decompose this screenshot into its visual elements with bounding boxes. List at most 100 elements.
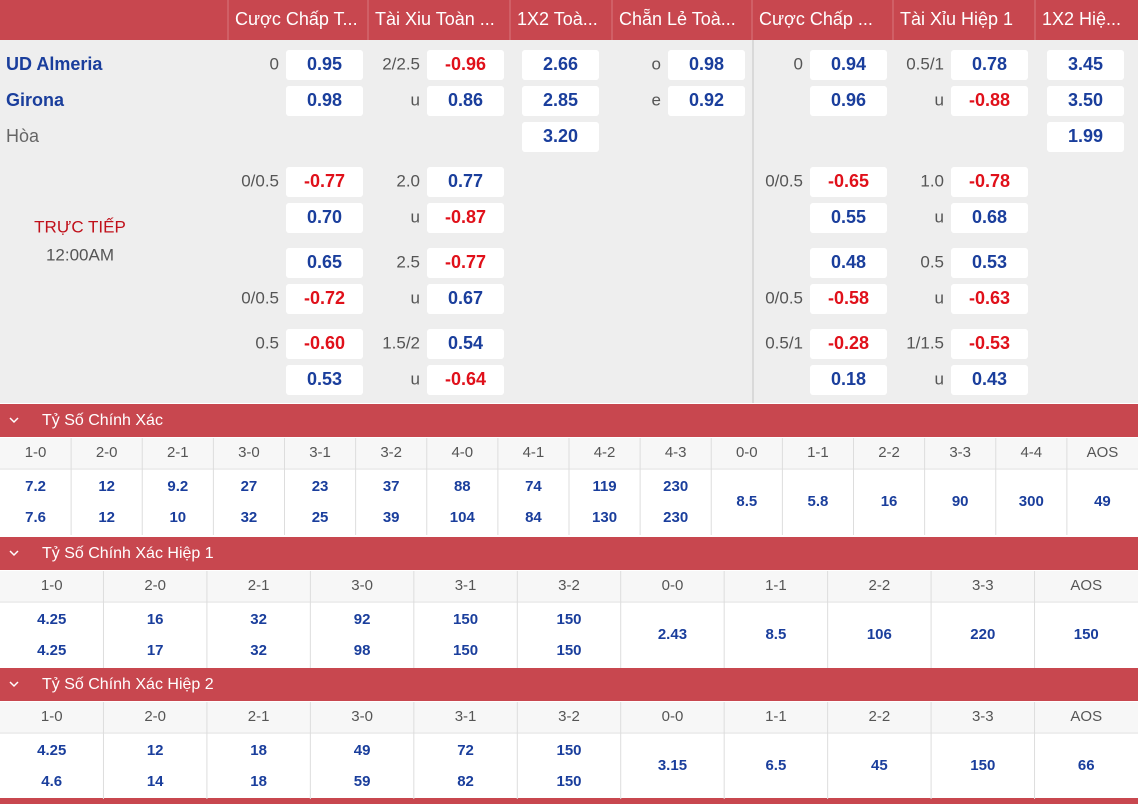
score-odds[interactable]: 150 [970, 757, 995, 774]
chevron[interactable] [9, 417, 19, 424]
odds-value[interactable]: -0.87 [445, 207, 486, 227]
score-odds[interactable]: 4.25 [37, 642, 66, 659]
odds-value[interactable]: -0.64 [445, 369, 486, 389]
odds-box[interactable] [286, 365, 363, 395]
score-odds[interactable]: 88 [454, 478, 471, 495]
odds-value[interactable]: 3.50 [1068, 90, 1103, 110]
score-odds[interactable]: 106 [867, 626, 892, 643]
score-odds[interactable]: 119 [592, 478, 616, 495]
odds-box[interactable] [427, 167, 504, 197]
section-bar[interactable] [0, 404, 1138, 437]
odds-value[interactable]: -0.60 [304, 333, 345, 353]
score-odds[interactable]: 14 [147, 773, 164, 790]
score-odds[interactable]: 49 [354, 742, 371, 759]
odds-value[interactable]: 0.78 [972, 54, 1007, 74]
odds-box[interactable] [951, 284, 1028, 314]
odds-box[interactable] [951, 203, 1028, 233]
odds-value[interactable]: 3.45 [1068, 54, 1103, 74]
score-odds[interactable]: 150 [556, 642, 581, 659]
odds-box[interactable] [810, 50, 887, 80]
score-odds[interactable]: 82 [457, 773, 474, 790]
chevron[interactable] [9, 681, 19, 688]
odds-box[interactable] [668, 50, 745, 80]
score-odds[interactable]: 17 [147, 642, 164, 659]
odds-box[interactable] [810, 248, 887, 278]
score-odds[interactable]: 5.8 [808, 493, 829, 510]
odds-value[interactable]: -0.77 [445, 252, 486, 272]
odds-box[interactable] [427, 365, 504, 395]
odds-value[interactable]: 0.18 [831, 369, 866, 389]
score-odds[interactable]: 230 [663, 478, 688, 495]
score-odds[interactable]: 16 [881, 493, 898, 510]
score-odds[interactable]: 10 [169, 509, 186, 526]
odds-value[interactable]: 0.53 [307, 369, 342, 389]
header-label[interactable]: Chẵn Lẻ Toà... [619, 9, 736, 29]
odds-value[interactable]: -0.96 [445, 54, 486, 74]
score-odds[interactable]: 59 [354, 773, 371, 790]
header-label[interactable]: 1X2 Hiệ... [1042, 9, 1121, 29]
header-label[interactable]: Tài Xỉu Hiệp 1 [900, 9, 1013, 29]
odds-box[interactable] [951, 86, 1028, 116]
odds-value[interactable]: 0.96 [831, 90, 866, 110]
score-odds[interactable]: 49 [1094, 493, 1111, 510]
odds-box[interactable] [668, 86, 745, 116]
section-bar[interactable] [0, 537, 1138, 570]
odds-value[interactable]: -0.58 [828, 288, 869, 308]
odds-box[interactable] [810, 167, 887, 197]
score-odds[interactable]: 7.2 [25, 478, 46, 495]
score-odds[interactable]: 130 [592, 509, 617, 526]
score-odds[interactable]: 150 [453, 611, 478, 628]
score-odds[interactable]: 12 [147, 742, 164, 759]
away-team[interactable]: Girona [6, 90, 65, 110]
odds-value[interactable]: -0.72 [304, 288, 345, 308]
score-odds[interactable]: 2.43 [658, 626, 687, 643]
score-odds[interactable]: 72 [457, 742, 474, 759]
score-odds[interactable]: 74 [525, 478, 542, 495]
odds-box[interactable] [522, 50, 599, 80]
score-odds[interactable]: 32 [250, 611, 267, 628]
score-odds[interactable]: 7.6 [25, 509, 46, 526]
odds-box[interactable] [810, 329, 887, 359]
odds-box[interactable] [1047, 122, 1124, 152]
score-odds[interactable]: 45 [871, 757, 888, 774]
odds-value[interactable]: 0.98 [689, 54, 724, 74]
odds-value[interactable]: 0.67 [448, 288, 483, 308]
odds-box[interactable] [286, 248, 363, 278]
odds-value[interactable]: 0.68 [972, 207, 1007, 227]
score-odds[interactable]: 150 [556, 742, 581, 759]
odds-value[interactable]: 0.48 [831, 252, 866, 272]
odds-value[interactable]: -0.65 [828, 171, 869, 191]
score-odds[interactable]: 150 [556, 611, 581, 628]
score-odds[interactable]: 32 [241, 509, 258, 526]
score-odds[interactable]: 4.25 [37, 742, 66, 759]
odds-box[interactable] [951, 365, 1028, 395]
score-odds[interactable]: 9.2 [167, 478, 188, 495]
odds-value[interactable]: 0.54 [448, 333, 483, 353]
odds-box[interactable] [810, 203, 887, 233]
score-odds[interactable]: 6.5 [765, 757, 786, 774]
odds-box[interactable] [286, 50, 363, 80]
odds-box[interactable] [286, 203, 363, 233]
odds-box[interactable] [286, 167, 363, 197]
odds-box[interactable] [427, 86, 504, 116]
header-label[interactable]: 1X2 Toà... [517, 9, 598, 29]
score-odds[interactable]: 18 [250, 742, 267, 759]
score-odds[interactable]: 4.25 [37, 611, 66, 628]
odds-value[interactable]: -0.88 [969, 90, 1010, 110]
score-odds[interactable]: 150 [556, 773, 581, 790]
score-odds[interactable]: 8.5 [765, 626, 786, 643]
score-odds[interactable]: 84 [525, 509, 542, 526]
odds-value[interactable]: 3.20 [543, 126, 578, 146]
score-odds[interactable]: 150 [453, 642, 478, 659]
odds-box[interactable] [1047, 50, 1124, 80]
score-odds[interactable]: 230 [663, 509, 688, 526]
odds-box[interactable] [951, 248, 1028, 278]
score-odds[interactable]: 39 [383, 509, 400, 526]
odds-value[interactable]: -0.77 [304, 171, 345, 191]
odds-box[interactable] [286, 284, 363, 314]
odds-value[interactable]: 0.98 [307, 90, 342, 110]
odds-box[interactable] [951, 167, 1028, 197]
odds-box[interactable] [427, 50, 504, 80]
score-odds[interactable]: 4.6 [41, 773, 62, 790]
odds-value[interactable]: -0.63 [969, 288, 1010, 308]
